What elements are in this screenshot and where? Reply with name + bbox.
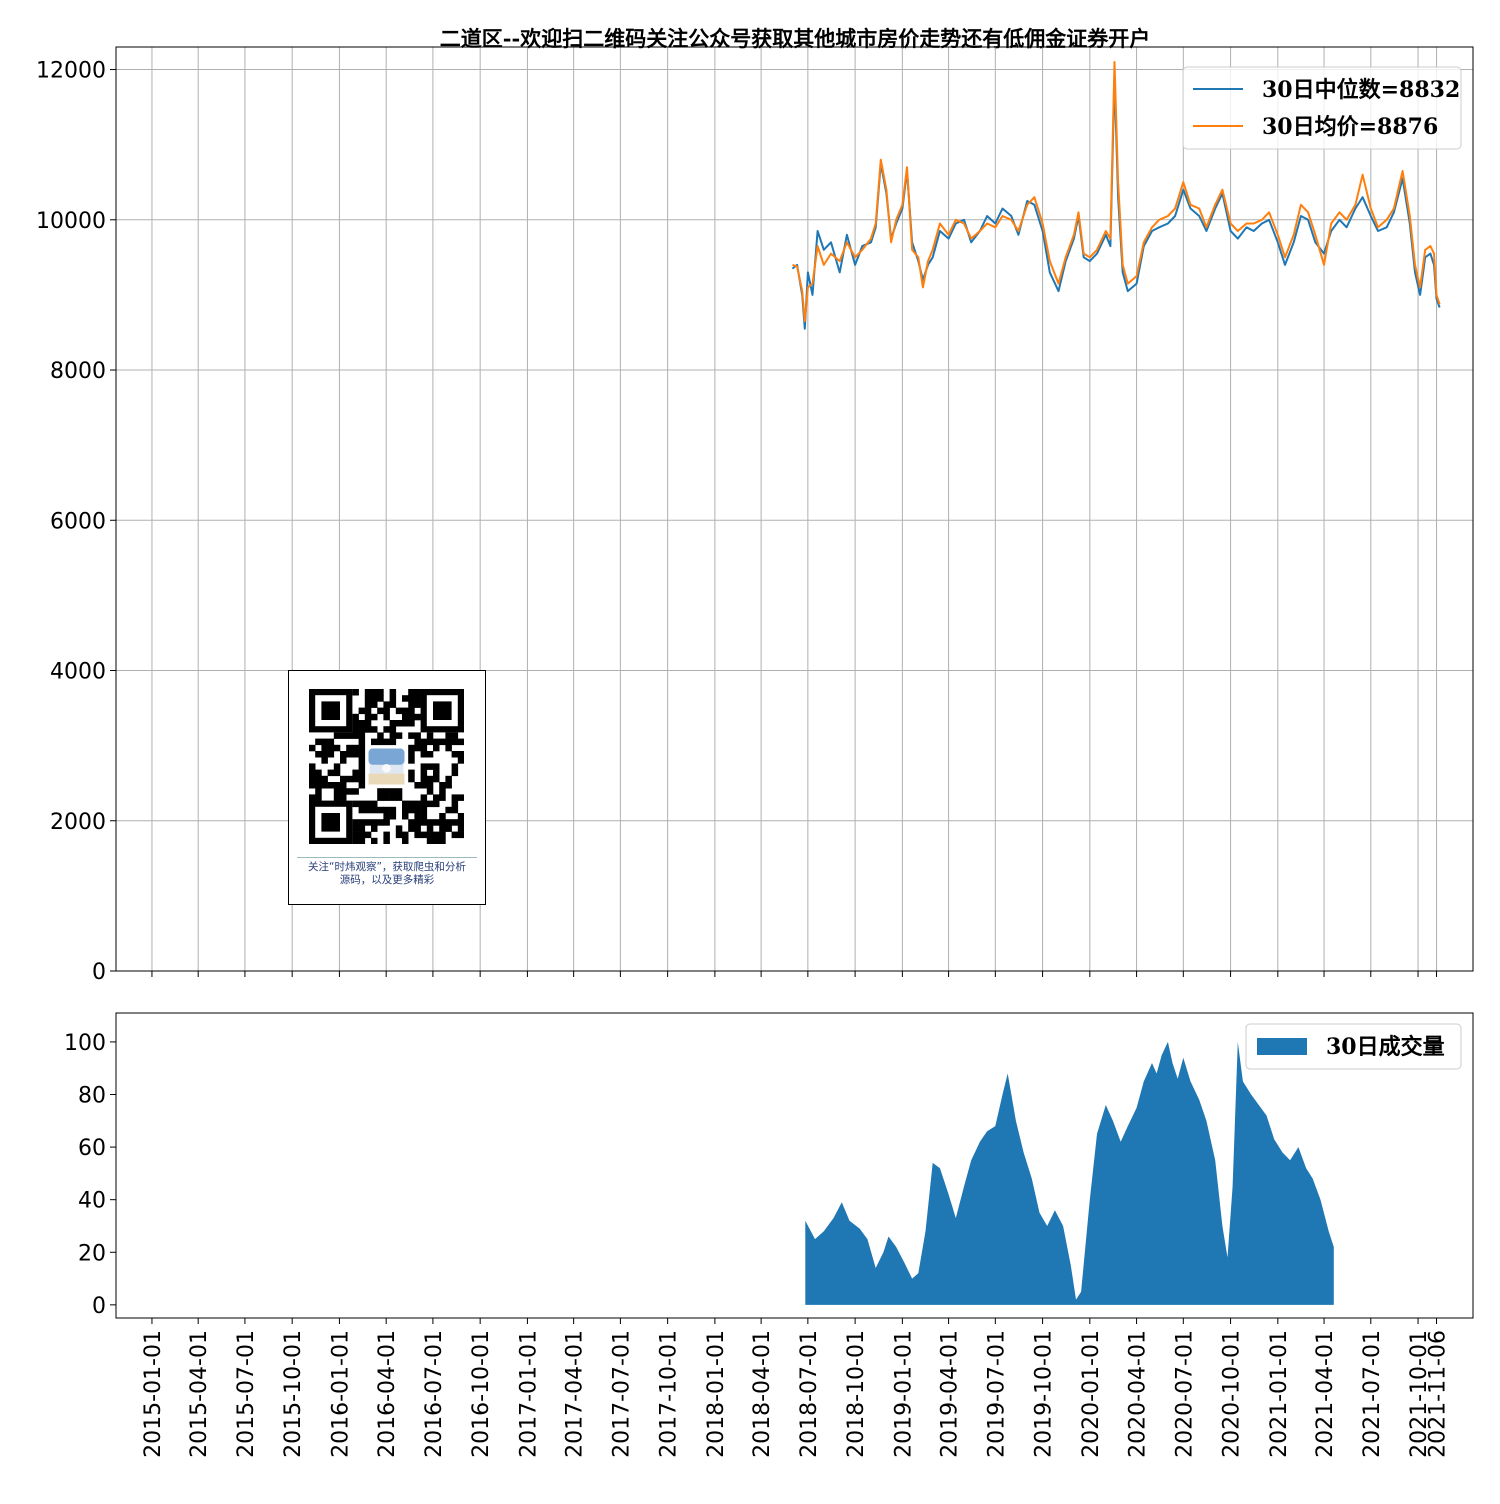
x-tick-label: 2016-01-01 — [328, 1330, 353, 1458]
qr-caption: 关注“时炜观察”，获取爬虫和分析 源码，以及更多精彩 — [297, 857, 477, 887]
y-tick-label: 4000 — [50, 660, 106, 685]
x-tick-label: 2018-04-01 — [750, 1330, 775, 1458]
bottom-legend-box — [1245, 1023, 1462, 1070]
x-tick-label: 2021-07-01 — [1360, 1330, 1385, 1458]
x-tick-label: 2017-01-01 — [516, 1330, 541, 1458]
x-tick-label: 2015-07-01 — [234, 1330, 259, 1458]
legend-label-volume: 30日成交量 — [1326, 1034, 1445, 1060]
legend-label-median: 30日中位数=8832 — [1262, 77, 1460, 103]
x-tick-label: 2021-11-06 — [1426, 1330, 1451, 1458]
legend-label-mean: 30日均价=8876 — [1262, 114, 1438, 140]
top-legend-box — [1182, 66, 1462, 150]
y-tick-label: 0 — [92, 960, 106, 985]
x-tick-label: 2018-07-01 — [797, 1330, 822, 1458]
top-series-lines — [791, 61, 1441, 330]
top-y-axis-ticks: 0 2000 4000 6000 8000 10000 12000 — [36, 59, 116, 985]
y-tick-label: 100 — [64, 1031, 106, 1056]
y-tick-label: 40 — [78, 1189, 106, 1214]
bottom-legend: 30日成交量 — [1245, 1023, 1462, 1070]
x-tick-label: 2020-01-01 — [1079, 1330, 1104, 1458]
x-tick-label: 2021-04-01 — [1313, 1330, 1338, 1458]
y-tick-label: 12000 — [36, 59, 106, 84]
x-tick-label: 2017-04-01 — [563, 1330, 588, 1458]
x-tick-label: 2015-04-01 — [187, 1330, 212, 1458]
qr-caption-line-1: 关注“时炜观察”，获取爬虫和分析 — [308, 861, 466, 873]
x-tick-label: 2019-01-01 — [891, 1330, 916, 1458]
x-tick-label: 2017-10-01 — [657, 1330, 682, 1458]
bottom-axes-frame — [115, 1012, 1474, 1319]
x-tick-label: 2021-01-01 — [1267, 1330, 1292, 1458]
y-tick-label: 2000 — [50, 810, 106, 835]
y-tick-label: 20 — [78, 1241, 106, 1266]
y-tick-label: 8000 — [50, 359, 106, 384]
x-tick-label: 2016-10-01 — [469, 1330, 494, 1458]
x-tick-label: 2019-07-01 — [984, 1330, 1009, 1458]
x-tick-label: 2020-07-01 — [1172, 1330, 1197, 1458]
x-tick-label: 2017-07-01 — [609, 1330, 634, 1458]
top-axes-frame — [115, 46, 1474, 972]
x-tick-label: 2020-10-01 — [1220, 1330, 1245, 1458]
series-line-mean — [792, 61, 1441, 323]
y-tick-label: 0 — [92, 1294, 106, 1319]
top-legend: 30日中位数=8832 30日均价=8876 — [1182, 66, 1462, 150]
y-tick-label: 10000 — [36, 209, 106, 234]
top-gridlines — [116, 47, 1473, 972]
bottom-x-axis-ticks: 2015-01-01 2015-04-01 2015-07-01 2015-10-01… — [141, 1318, 1451, 1458]
x-tick-label: 2018-01-01 — [704, 1330, 729, 1458]
volume-area — [805, 1041, 1334, 1305]
x-tick-label: 2016-07-01 — [422, 1330, 447, 1458]
x-tick-label: 2020-04-01 — [1126, 1330, 1151, 1458]
qr-code-card: 关注“时炜观察”，获取爬虫和分析 源码，以及更多精彩 — [288, 670, 486, 905]
x-tick-label: 2019-04-01 — [938, 1330, 963, 1458]
bottom-volume-area — [805, 1041, 1334, 1305]
x-tick-label: 2021-10-01 — [1407, 1330, 1432, 1458]
x-tick-label: 2015-01-01 — [141, 1330, 166, 1458]
x-tick-label: 2019-10-01 — [1032, 1330, 1057, 1458]
x-tick-label: 2016-04-01 — [375, 1330, 400, 1458]
legend-swatch-volume — [1257, 1038, 1307, 1055]
y-tick-label: 80 — [78, 1084, 106, 1109]
x-tick-label: 2018-10-01 — [844, 1330, 869, 1458]
bottom-y-axis-ticks: 0 20 40 60 80 100 — [64, 1031, 116, 1319]
y-tick-label: 6000 — [50, 509, 106, 534]
x-tick-label: 2015-10-01 — [281, 1330, 306, 1458]
top-x-axis-ticks — [151, 971, 1438, 977]
y-tick-label: 60 — [78, 1136, 106, 1161]
qr-caption-line-2: 源码，以及更多精彩 — [339, 874, 435, 886]
qr-code-icon — [309, 689, 464, 844]
